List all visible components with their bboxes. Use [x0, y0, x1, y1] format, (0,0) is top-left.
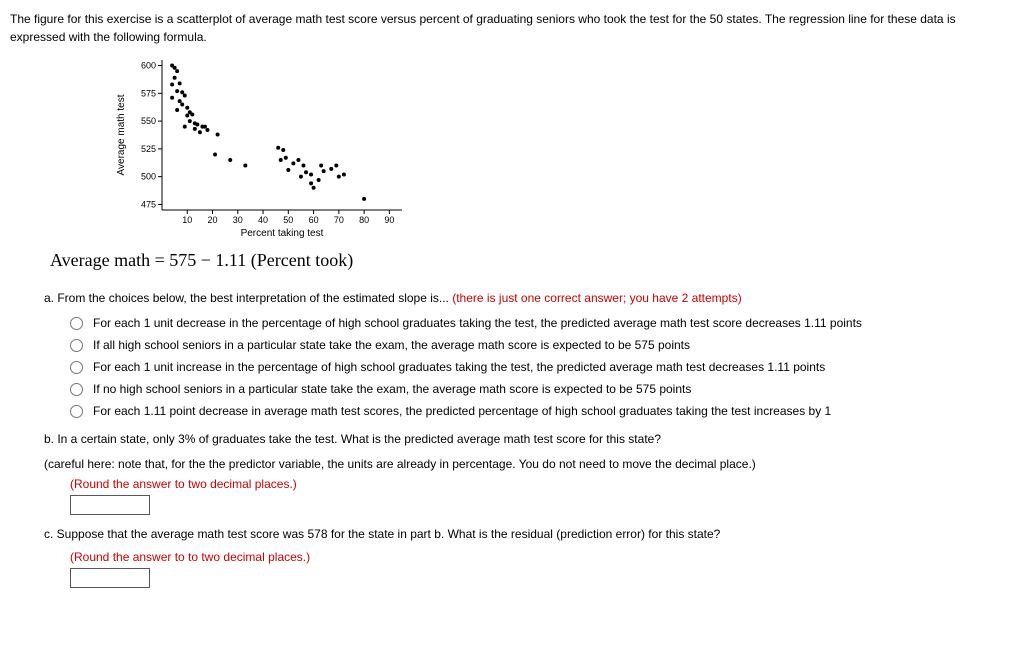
scatter-chart: 475 500 525 550 575 600 10 20 30 40 50 60 70 80 90 Perc…	[110, 54, 1014, 244]
option-label: For each 1 unit increase in the percenta…	[93, 358, 825, 376]
svg-text:525: 525	[141, 144, 156, 154]
option-radio[interactable]	[70, 361, 83, 374]
svg-text:50: 50	[283, 215, 293, 225]
option-radio[interactable]	[70, 339, 83, 352]
svg-text:60: 60	[309, 215, 319, 225]
svg-text:Percent taking test: Percent taking test	[241, 228, 324, 239]
option-label: For each 1 unit decrease in the percenta…	[93, 314, 862, 332]
option-row: For each 1 unit increase in the percenta…	[70, 358, 1014, 376]
option-label: If all high school seniors in a particul…	[93, 336, 690, 354]
svg-text:80: 80	[359, 215, 369, 225]
regression-formula: Average math = 575 − 1.11 (Percent took)	[50, 250, 1014, 271]
svg-text:475: 475	[141, 199, 156, 209]
intro-text: The figure for this exercise is a scatte…	[10, 10, 1014, 46]
option-row: For each 1.11 point decrease in average …	[70, 402, 1014, 420]
svg-text:500: 500	[141, 172, 156, 182]
question-b-prompt: b. In a certain state, only 3% of gradua…	[44, 430, 1014, 449]
question-a-hint: (there is just one correct answer; you h…	[452, 291, 741, 305]
answer-b-input[interactable]	[70, 495, 150, 515]
option-radio[interactable]	[70, 317, 83, 330]
question-b-note: (careful here: note that, for the the pr…	[44, 455, 1014, 474]
svg-text:70: 70	[334, 215, 344, 225]
svg-text:550: 550	[141, 116, 156, 126]
svg-text:90: 90	[384, 215, 394, 225]
option-radio[interactable]	[70, 383, 83, 396]
svg-text:40: 40	[258, 215, 268, 225]
option-row: If all high school seniors in a particul…	[70, 336, 1014, 354]
svg-text:600: 600	[141, 61, 156, 71]
option-row: For each 1 unit decrease in the percenta…	[70, 314, 1014, 332]
svg-text:Average math test: Average math test	[116, 94, 127, 175]
svg-text:575: 575	[141, 88, 156, 98]
option-label: If no high school seniors in a particula…	[93, 380, 691, 398]
option-label: For each 1.11 point decrease in average …	[93, 402, 831, 420]
option-radio[interactable]	[70, 405, 83, 418]
question-b-round: (Round the answer to two decimal places.…	[70, 477, 1014, 491]
question-c-round: (Round the answer to to two decimal plac…	[70, 550, 1014, 564]
svg-text:20: 20	[208, 215, 218, 225]
question-c-prompt: c. Suppose that the average math test sc…	[44, 525, 1014, 544]
svg-text:10: 10	[182, 215, 192, 225]
option-row: If no high school seniors in a particula…	[70, 380, 1014, 398]
svg-text:30: 30	[233, 215, 243, 225]
question-a: a. From the choices below, the best inte…	[44, 289, 1014, 308]
question-a-prompt: a. From the choices below, the best inte…	[44, 291, 452, 305]
answer-c-input[interactable]	[70, 568, 150, 588]
